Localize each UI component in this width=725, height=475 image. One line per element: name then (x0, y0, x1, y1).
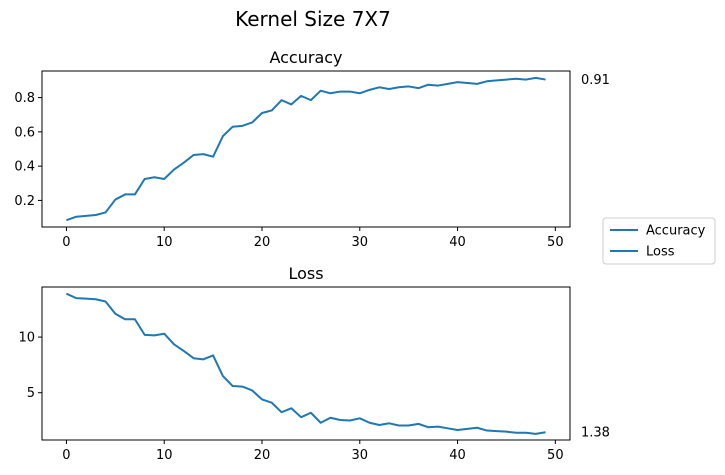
loss-ytick-label: 5 (27, 386, 35, 401)
loss-series-line (66, 292, 546, 435)
loss-xtick-label: 50 (547, 448, 564, 463)
legend-label-loss: Loss (646, 245, 675, 260)
legend: Accuracy Loss (602, 217, 716, 265)
accuracy-panel: Accuracy 0 10 20 30 40 50 0.2 0.4 0.6 0.8 0.91 (14, 48, 610, 250)
figure-suptitle: Kernel Size 7X7 (235, 7, 391, 31)
accuracy-xtick-label: 30 (352, 235, 369, 250)
loss-xtick-label: 0 (62, 448, 70, 463)
accuracy-xtick-label: 10 (156, 235, 173, 250)
accuracy-ytick-label: 0.8 (14, 91, 35, 106)
accuracy-ytick-label: 0.4 (14, 160, 35, 175)
accuracy-title: Accuracy (269, 48, 342, 67)
accuracy-final-value: 0.91 (581, 73, 610, 88)
loss-xtick-label: 10 (156, 448, 173, 463)
accuracy-xtick-label: 20 (254, 235, 271, 250)
loss-final-value: 1.38 (581, 426, 610, 441)
loss-xtick-label: 40 (449, 448, 466, 463)
loss-title: Loss (288, 264, 323, 283)
accuracy-xtick-label: 40 (449, 235, 466, 250)
loss-ytick-label: 10 (18, 331, 35, 346)
accuracy-series-line (66, 76, 546, 222)
accuracy-ytick-label: 0.6 (14, 125, 35, 140)
accuracy-axes-frame (41, 70, 571, 228)
loss-panel: Loss 0 10 20 30 40 50 5 10 1.38 (18, 264, 610, 463)
loss-xtick-label: 30 (352, 448, 369, 463)
legend-label-accuracy: Accuracy (646, 224, 706, 239)
accuracy-xtick-label: 0 (62, 235, 70, 250)
loss-axes-frame (41, 286, 571, 441)
accuracy-xtick-label: 50 (547, 235, 564, 250)
loss-xtick-label: 20 (254, 448, 271, 463)
accuracy-ytick-label: 0.2 (14, 194, 35, 209)
